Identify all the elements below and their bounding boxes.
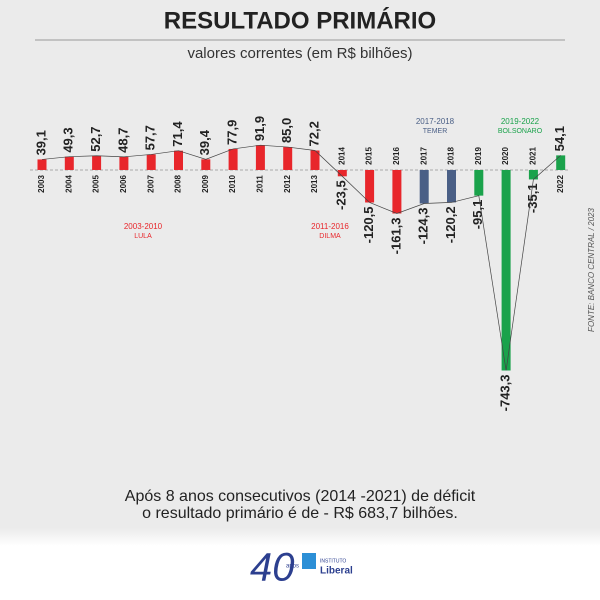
period-name: TEMER: [423, 128, 448, 135]
year-label: 2005: [92, 175, 101, 193]
bar: [337, 169, 347, 177]
bar: [365, 169, 375, 203]
logo-number: 40: [250, 546, 295, 590]
year-label: 2022: [556, 175, 565, 193]
source: FONTE: BANCO CENTRAL / 2023: [587, 208, 596, 332]
period-name: BOLSONARO: [498, 128, 543, 135]
value-label: 49,3: [61, 127, 76, 152]
bar: [201, 159, 211, 170]
year-label: 2018: [447, 147, 456, 165]
chart-title: RESULTADO PRIMÁRIO: [164, 6, 436, 34]
bar: [556, 155, 566, 170]
bar: [119, 156, 129, 170]
period-years: 2003-2010: [124, 222, 163, 231]
value-label: -95,1: [470, 200, 485, 230]
year-label: 2020: [501, 147, 510, 165]
bar: [392, 169, 402, 214]
value-label: 91,9: [252, 116, 267, 141]
value-label: 39,1: [33, 130, 48, 155]
caption: o resultado primário é de - R$ 683,7 bil…: [142, 505, 458, 522]
year-label: 2013: [310, 175, 319, 193]
year-label: 2019: [474, 147, 483, 165]
year-label: 2014: [337, 147, 346, 165]
year-label: 2003: [37, 175, 46, 193]
year-label: 2010: [228, 175, 237, 193]
bar: [255, 145, 265, 170]
value-label: 57,7: [143, 125, 158, 150]
value-label: 39,4: [197, 129, 212, 155]
logo-mark: [302, 553, 316, 569]
value-label: 72,2: [306, 121, 321, 146]
bar: [37, 159, 47, 170]
period-years: 2019-2022: [501, 117, 540, 126]
year-label: 2009: [201, 175, 210, 193]
year-label: 2011: [256, 175, 265, 193]
bar: [528, 169, 538, 180]
period-name: LULA: [134, 233, 152, 240]
period-name: DILMA: [319, 233, 341, 240]
year-label: 2007: [146, 175, 155, 193]
logo-years: anos: [286, 564, 299, 570]
year-label: 2008: [174, 175, 183, 193]
value-label: 48,7: [115, 128, 130, 153]
caption: Após 8 anos consecutivos (2014 -2021) de…: [125, 488, 476, 505]
value-label: 71,4: [170, 121, 185, 147]
year-label: 2017: [419, 147, 428, 165]
year-label: 2021: [529, 147, 538, 165]
year-label: 2015: [365, 147, 374, 165]
period-years: 2011-2016: [311, 222, 349, 231]
value-label: -743,3: [498, 374, 513, 411]
year-label: 2004: [64, 175, 73, 193]
bar: [447, 169, 456, 203]
year-label: 2012: [283, 175, 292, 193]
value-label: 52,7: [88, 126, 103, 151]
logo-name: Liberal: [320, 566, 353, 577]
period-years: 2017-2018: [416, 117, 455, 126]
bar: [474, 169, 484, 196]
chart-subtitle: valores correntes (em R$ bilhões): [187, 45, 412, 62]
bar: [92, 155, 102, 170]
bar: [419, 169, 429, 204]
value-label: -120,2: [443, 206, 458, 243]
value-label: 54,1: [552, 126, 567, 151]
bar: [310, 150, 320, 170]
trend-line: [41, 144, 561, 371]
logo: 40 anos INSTITUTO Liberal: [250, 546, 353, 590]
value-label: -161,3: [388, 217, 403, 254]
logo-institute: INSTITUTO: [320, 558, 346, 564]
bar: [146, 154, 156, 170]
value-label: 77,9: [225, 120, 240, 145]
year-label: 2006: [119, 175, 128, 193]
bar: [64, 156, 74, 170]
value-label: -35,1: [525, 183, 540, 213]
value-label: -23,5: [334, 180, 349, 210]
bar: [501, 169, 511, 371]
bar: [283, 147, 293, 170]
bar: [174, 150, 183, 170]
value-label: -124,3: [416, 208, 431, 245]
value-label: -120,5: [361, 206, 376, 243]
footer-band: [0, 528, 600, 600]
bar: [228, 148, 238, 170]
year-label: 2016: [392, 147, 401, 165]
value-label: 85,0: [279, 118, 294, 143]
